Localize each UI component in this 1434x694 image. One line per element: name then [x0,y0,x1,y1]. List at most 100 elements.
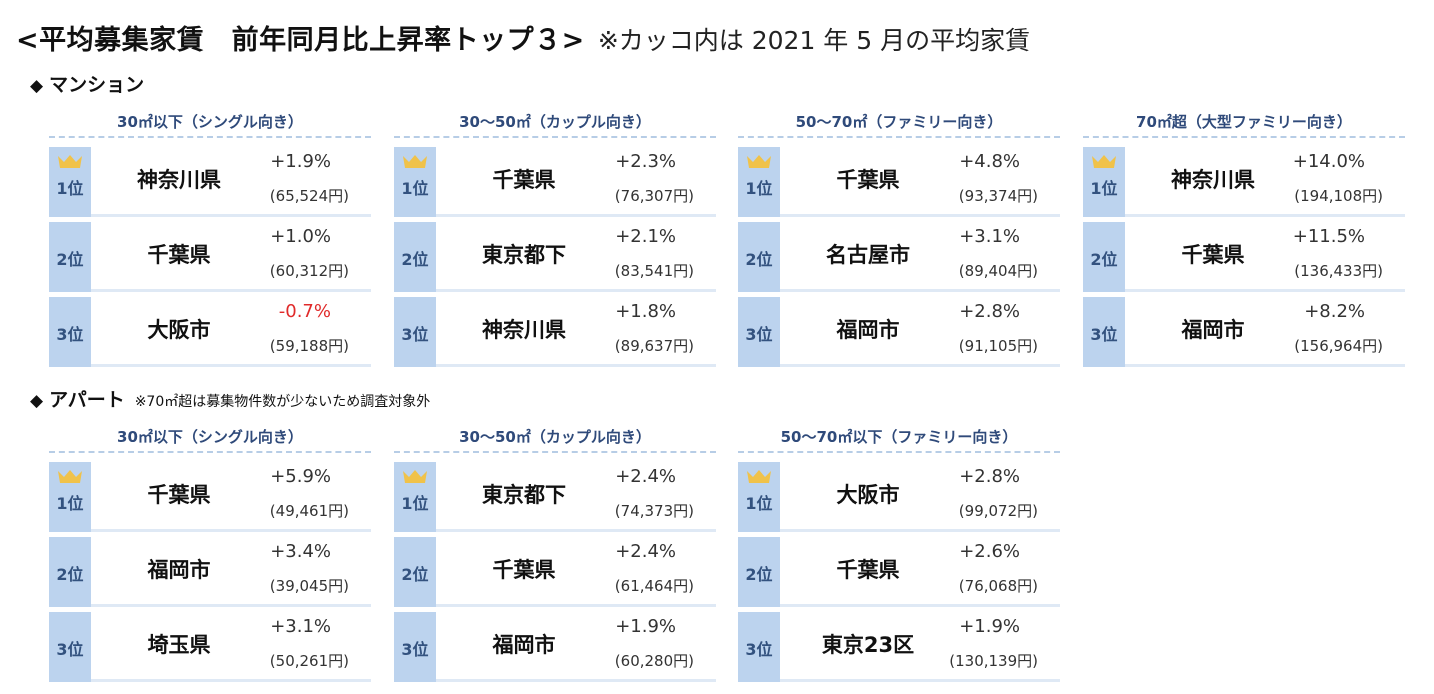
rank-cell [394,297,436,367]
rank-number: 2位 [56,565,84,584]
rank-cell [49,537,91,607]
rank-cell [49,297,91,367]
city-name: 千葉県 [492,558,556,582]
growth-rate: +3.1% [270,616,331,637]
ranking-row: 3位 福岡市 +1.9% (60,280円) [394,612,716,682]
rank-number: 1位 [745,179,773,198]
city-name: 神奈川県 [1171,168,1255,192]
crown-icon [747,470,771,483]
rank-number: 1位 [56,179,84,198]
crown-icon [58,155,82,168]
row-background [91,297,371,364]
growth-rate: +1.9% [270,151,331,172]
ranking-panel: 70㎡超（大型ファミリー向き） 1位 神奈川県 +14.0% (194,108円) 2位 千… [1083,110,1405,370]
average-rent: (49,461円) [269,502,349,520]
ranking-row: 1位 千葉県 +4.8% (93,374円) [738,147,1060,217]
crown-icon [747,155,771,168]
row-background [91,147,371,214]
ranking-row: 2位 千葉県 +11.5% (136,433円) [1083,222,1405,292]
growth-rate: +3.1% [959,226,1020,247]
rank-number: 2位 [745,250,773,269]
row-background [436,537,716,604]
rank-cell [1083,297,1125,367]
average-rent: (74,373円) [614,502,694,520]
rank-number: 2位 [401,565,429,584]
ranking-row: 3位 神奈川県 +1.8% (89,637円) [394,297,716,367]
rank-cell [394,222,436,292]
ranking-panel: 30㎡以下（シングル向き） 1位 千葉県 +5.9% (49,461円) 2位 福岡市 +3.… [49,425,371,685]
row-background [91,612,371,679]
row-background [436,222,716,289]
rank-cell [49,222,91,292]
average-rent: (65,524円) [269,187,349,205]
ranking-row: 1位 大阪市 +2.8% (99,072円) [738,462,1060,532]
row-background [436,462,716,529]
rank-number: 3位 [745,325,773,344]
ranking-row: 2位 千葉県 +1.0% (60,312円) [49,222,371,292]
growth-rate: +11.5% [1292,226,1365,247]
growth-rate: +2.1% [615,226,676,247]
average-rent: (83,541円) [614,262,694,280]
rank-number: 3位 [401,325,429,344]
average-rent: (93,374円) [958,187,1038,205]
city-name: 大阪市 [836,483,900,507]
section-note: ※70㎡超は募集物件数が少ないため調査対象外 [134,394,431,410]
city-name: 埼玉県 [147,633,211,657]
city-name: 千葉県 [836,558,900,582]
growth-rate: +5.9% [270,466,331,487]
section-label: ◆ アパート ※70㎡超は募集物件数が少ないため調査対象外 [30,385,430,412]
crown-icon [1092,155,1116,168]
rank-number: 3位 [745,640,773,659]
rank-cell [738,537,780,607]
rank-number: 1位 [401,179,429,198]
average-rent: (130,139円) [949,652,1038,670]
average-rent: (99,072円) [958,502,1038,520]
row-background [1125,222,1405,289]
rank-cell [738,297,780,367]
row-background [91,537,371,604]
section-label-text: マンション [49,74,145,96]
rank-cell [738,612,780,682]
average-rent: (60,312円) [269,262,349,280]
growth-rate: -0.7% [278,301,331,322]
diamond-icon: ◆ [30,391,44,411]
rank-cell [394,537,436,607]
rank-number: 3位 [56,640,84,659]
growth-rate: +2.8% [959,301,1020,322]
row-background [780,147,1060,214]
growth-rate: +1.9% [959,616,1020,637]
ranking-row: 3位 大阪市 -0.7% (59,188円) [49,297,371,367]
ranking-row: 3位 東京23区 +1.9% (130,139円) [738,612,1060,682]
ranking-row: 2位 福岡市 +3.4% (39,045円) [49,537,371,607]
city-name: 福岡市 [147,558,211,582]
panel-header: 50～70㎡（ファミリー向き） [738,110,1060,138]
ranking-panel: 30㎡以下（シングル向き） 1位 神奈川県 +1.9% (65,524円) 2位 千葉県 +1… [49,110,371,370]
city-name: 神奈川県 [137,168,221,192]
ranking-row: 1位 東京都下 +2.4% (74,373円) [394,462,716,532]
ranking-row: 1位 神奈川県 +1.9% (65,524円) [49,147,371,217]
ranking-row: 3位 福岡市 +2.8% (91,105円) [738,297,1060,367]
row-background [91,222,371,289]
rank-number: 1位 [745,494,773,513]
city-name: 東京都下 [482,243,566,267]
growth-rate: +1.8% [615,301,676,322]
city-name: 神奈川県 [482,318,566,342]
average-rent: (50,261円) [269,652,349,670]
growth-rate: +2.4% [615,541,676,562]
average-rent: (89,404円) [958,262,1038,280]
city-name: 福岡市 [836,318,900,342]
growth-rate: +1.0% [270,226,331,247]
average-rent: (61,464円) [614,577,694,595]
city-name: 千葉県 [147,243,211,267]
page-title: <平均募集家賃 前年同月比上昇率トップ３> ※カッコ内は 2021 年 5 月の… [16,18,1030,57]
row-background [1125,297,1405,364]
city-name: 名古屋市 [826,243,910,267]
city-name: 千葉県 [147,483,211,507]
average-rent: (39,045円) [269,577,349,595]
city-name: 東京都下 [482,483,566,507]
city-name: 東京23区 [821,633,915,657]
rank-cell [49,612,91,682]
growth-rate: +2.3% [615,151,676,172]
ranking-row: 1位 千葉県 +2.3% (76,307円) [394,147,716,217]
panel-header: 30㎡以下（シングル向き） [49,110,371,138]
